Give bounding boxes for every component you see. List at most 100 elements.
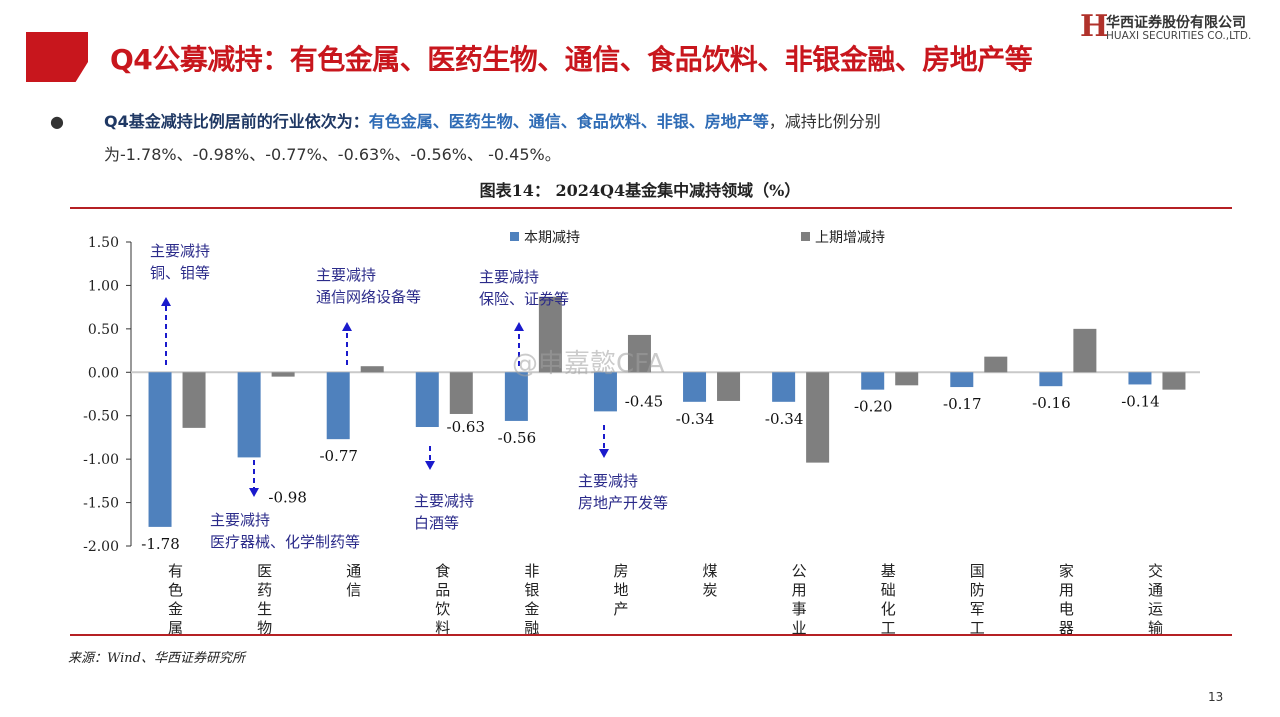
y-tick-label: 1.00 [88,278,119,294]
x-tick-label: 银 [524,581,539,599]
bar-current [326,372,350,440]
data-label: -0.16 [1032,394,1070,412]
bar-previous [627,334,651,373]
data-label: -0.14 [1121,392,1159,410]
annotation-telecom: 主要减持 通信网络设备等 [316,266,422,306]
data-label: -0.98 [268,488,306,506]
bar-current [683,372,707,402]
x-tick-label: 物 [257,619,272,637]
x-tick-label: 食 [435,562,450,580]
x-tick-label: 药 [257,581,272,599]
x-tick-label: 化 [881,600,896,618]
bar-current [1128,372,1152,385]
x-tick-label: 事 [792,600,807,618]
data-label: -0.63 [447,418,485,436]
x-tick-label: 炭 [703,581,718,599]
x-tick-label: 金 [524,600,539,618]
x-tick-label: 品 [435,581,450,599]
figure-bottom-rule [70,634,1232,636]
bullet-icon: ● [50,112,64,131]
arrow-head-icon [599,449,609,458]
bar-current [415,372,439,428]
x-tick-label: 防 [970,581,985,599]
arrow-head-icon [249,488,259,497]
bar-previous [717,372,741,401]
bar-current [772,372,796,402]
company-logo: H 华西证券股份有限公司 HUAXI SECURITIES CO.,LTD. [1080,12,1270,46]
summary-lead: Q4基金减持比例居前的行业依次为： [104,112,369,131]
data-label: -1.78 [141,535,179,553]
x-tick-label: 房 [613,562,628,580]
x-tick-label: 公 [792,562,807,580]
x-tick-label: 料 [435,619,450,637]
bar-current [237,372,261,458]
data-label: -0.56 [498,429,536,447]
page-number: 13 [1208,690,1224,704]
x-tick-label: 色 [168,581,183,599]
x-tick-label: 军 [970,600,985,618]
y-tick-label: -1.00 [83,452,119,468]
arrow-head-icon [161,297,171,306]
data-label: -0.45 [625,392,663,410]
bar-previous [271,372,295,377]
bar-previous [360,366,384,373]
bar-current [593,372,617,412]
bar-current [1039,372,1063,387]
x-tick-label: 煤 [703,562,718,580]
arrow-head-icon [425,461,435,470]
bar-current [950,372,974,388]
x-tick-label: 电 [1059,600,1074,618]
data-label: -0.34 [765,410,803,428]
x-tick-label: 器 [1059,619,1074,637]
legend-swatch-previous [801,232,810,241]
y-tick-label: -0.50 [83,409,119,425]
y-tick-label: 0.00 [88,365,119,381]
x-tick-label: 饮 [435,600,450,618]
arrow-head-icon [342,322,352,331]
x-tick-label: 有 [168,562,183,580]
annotation-realestate: 主要减持 房地产开发等 [578,472,669,512]
x-tick-label: 产 [613,600,628,618]
bar-previous [449,372,473,414]
summary-paragraph: Q4基金减持比例居前的行业依次为：有色金属、医药生物、通信、食品饮料、非银、房地… [104,105,1244,171]
arrow-head-icon [514,322,524,331]
x-tick-label: 地 [613,581,628,599]
x-tick-label: 运 [1148,600,1163,618]
legend-label-previous: 上期增减持 [815,230,885,246]
logo-icon: H [1080,9,1109,44]
annotation-nonbank: 主要减持 保险、证券等 [479,268,570,308]
bar-current [148,372,172,527]
y-tick-label: 0.50 [88,322,119,338]
bar-previous [538,296,562,373]
annotation-nonferrous: 主要减持 铜、钼等 [150,242,211,282]
x-tick-label: 医 [257,562,272,580]
y-tick-label: -2.00 [83,539,119,555]
page-title: Q4公募减持：有色金属、医药生物、通信、食品饮料、非银金融、房地产等 [110,43,1033,76]
data-label: -0.20 [854,398,892,416]
x-tick-label: 金 [168,600,183,618]
y-tick-label: 1.50 [88,235,119,251]
x-tick-label: 础 [881,581,896,599]
x-tick-label: 信 [346,581,361,599]
bar-previous [1162,372,1186,390]
bar-previous [1073,328,1097,373]
x-tick-label: 通 [1148,581,1163,599]
annotation-pharma: 主要减持 医疗器械、化学制药等 [210,511,361,551]
x-tick-label: 属 [168,619,183,637]
data-label: -0.34 [676,410,714,428]
summary-industries: 有色金属、医药生物、通信、食品饮料、非银、房地产等 [368,112,769,131]
bar-previous [984,356,1008,373]
watermark: @申嘉懿CFA [512,349,665,379]
logo-name-en: HUAXI SECURITIES CO.,LTD. [1106,30,1252,42]
x-tick-label: 通 [346,562,361,580]
bar-previous [806,372,830,463]
x-tick-label: 融 [524,619,539,637]
legend-label-current: 本期减持 [524,230,580,246]
x-tick-label: 家 [1059,562,1074,580]
bar-previous [182,372,206,428]
legend-swatch-current [510,232,519,241]
bar-current [504,372,528,421]
x-tick-label: 输 [1148,619,1163,637]
x-tick-label: 工 [970,619,985,637]
